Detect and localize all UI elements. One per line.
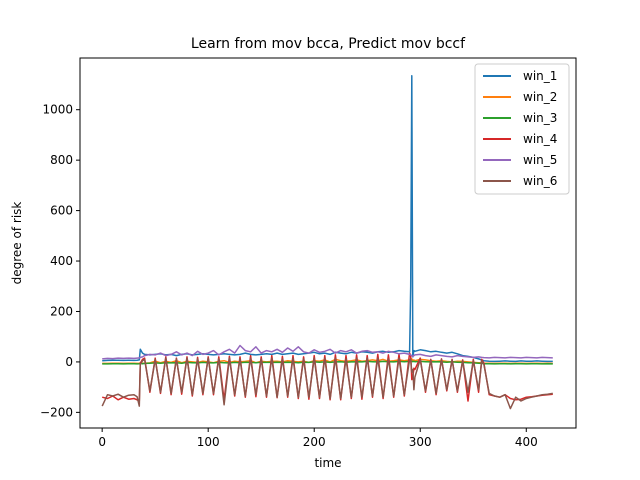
legend-label-win_4: win_4 — [523, 132, 557, 146]
y-tick-label: 200 — [50, 304, 73, 318]
y-axis-ticks: −200 0 200 400 600 800 1000 — [40, 103, 80, 419]
legend: win_1 win_2 win_3 win_4 win_5 win_6 — [474, 63, 570, 195]
y-tick-label: 600 — [50, 204, 73, 218]
series-line-win_3 — [102, 360, 553, 365]
x-tick-label: 100 — [197, 435, 220, 449]
series-line-win_5 — [102, 344, 553, 360]
x-tick-label: 400 — [515, 435, 538, 449]
chart-title: Learn from mov bcca, Predict mov bccf — [191, 36, 466, 52]
x-tick-label: 0 — [98, 435, 106, 449]
y-axis-label: degree of risk — [10, 202, 24, 285]
legend-label-win_5: win_5 — [523, 153, 557, 167]
legend-label-win_1: win_1 — [523, 69, 557, 83]
y-tick-label: 1000 — [42, 103, 73, 117]
x-tick-label: 200 — [303, 435, 326, 449]
x-axis-ticks: 0 100 200 300 400 — [98, 428, 538, 449]
plot-frame — [79, 57, 577, 429]
y-tick-label: 800 — [50, 153, 73, 167]
y-tick-label: −200 — [40, 405, 73, 419]
y-tick-label: 0 — [65, 355, 73, 369]
legend-label-win_3: win_3 — [523, 111, 557, 125]
legend-label-win_6: win_6 — [523, 174, 557, 188]
legend-label-win_2: win_2 — [523, 90, 557, 104]
x-axis-label: time — [314, 456, 341, 470]
series-line-win_6 — [101, 357, 553, 410]
x-tick-label: 300 — [409, 435, 432, 449]
series-lines — [101, 74, 553, 410]
y-tick-label: 400 — [50, 254, 73, 268]
